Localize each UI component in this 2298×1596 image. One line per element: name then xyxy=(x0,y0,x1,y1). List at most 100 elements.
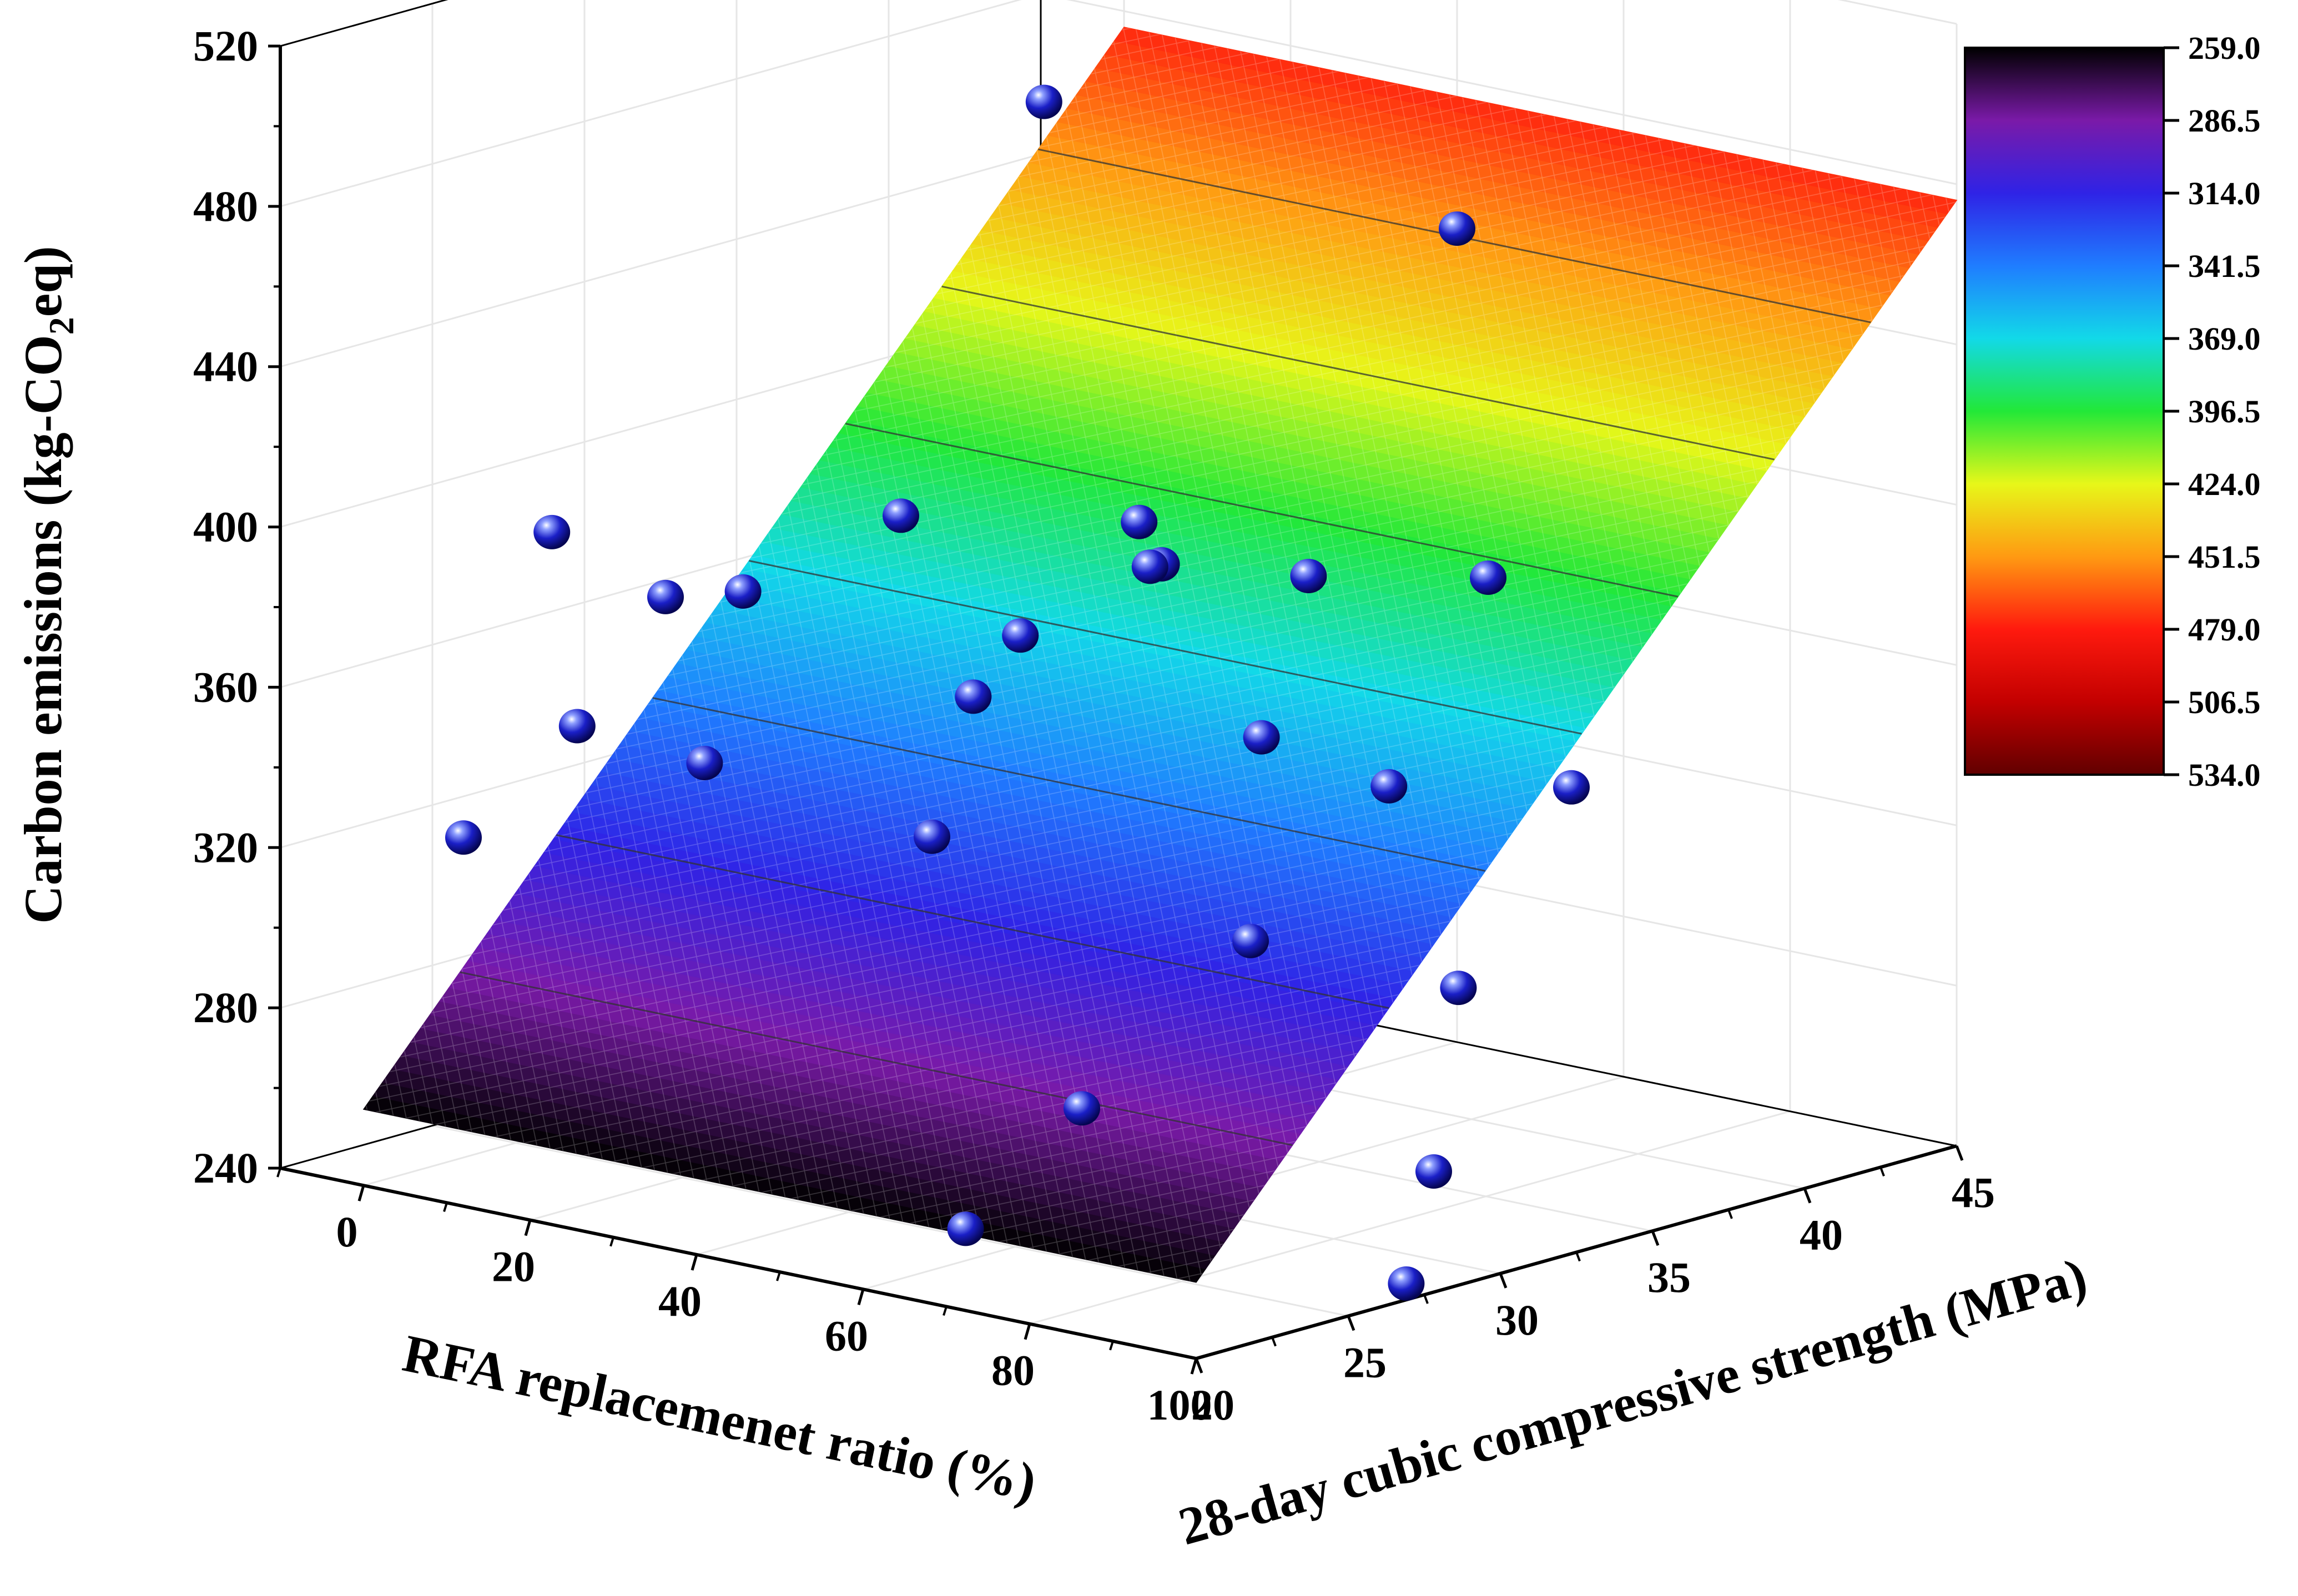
x-minor-tick xyxy=(276,1168,281,1178)
x-axis-line xyxy=(280,1166,1197,1360)
y-tick xyxy=(1347,1315,1355,1331)
data-point xyxy=(1002,618,1039,653)
data-point xyxy=(647,579,684,614)
gridline-z xyxy=(280,0,1957,208)
data-point xyxy=(1232,923,1269,958)
data-point xyxy=(947,1211,984,1246)
x-tick-label: 0 xyxy=(336,1208,358,1256)
contour-line xyxy=(941,285,1775,461)
data-point xyxy=(1025,84,1062,119)
x-minor-tick xyxy=(943,1306,948,1316)
colorbar-tick-label: 424.0 xyxy=(2188,466,2261,502)
colorbar-scale xyxy=(1964,47,2165,776)
colorbar-tick-label: 314.0 xyxy=(2188,175,2261,211)
data-point xyxy=(1370,769,1408,804)
colorbar-tick-label: 369.0 xyxy=(2188,321,2261,357)
data-point xyxy=(1131,549,1168,584)
data-point xyxy=(1439,211,1475,246)
y-tick xyxy=(1651,1230,1660,1246)
data-point xyxy=(445,820,482,855)
z-tick-label: 320 xyxy=(193,823,258,871)
y-tick xyxy=(1195,1358,1203,1373)
data-point xyxy=(533,514,571,549)
z-tick-label: 400 xyxy=(193,503,258,551)
data-point xyxy=(558,709,596,744)
contour-line xyxy=(749,560,1582,735)
data-point xyxy=(1064,1091,1100,1126)
data-point xyxy=(686,745,723,780)
colorbar-tick-label: 286.5 xyxy=(2188,103,2261,139)
data-point xyxy=(1440,971,1477,1006)
data-point xyxy=(1388,1266,1425,1301)
colorbar-ticks: 259.0 286.5 314.0 341.5 369.0 396.5 424.0 451.5… xyxy=(2164,30,2261,793)
y-minor-tick xyxy=(1575,1251,1581,1262)
colorbar-tick-label: 534.0 xyxy=(2188,757,2261,793)
x-minor-tick xyxy=(776,1271,781,1281)
data-point xyxy=(1290,558,1327,593)
x-tick xyxy=(1190,1358,1198,1375)
y-tick xyxy=(1803,1188,1812,1204)
y-tick-label: 20 xyxy=(1191,1381,1234,1429)
x-minor-tick xyxy=(1109,1341,1114,1351)
y-tick-label: 40 xyxy=(1800,1211,1843,1259)
z-axis-title: Carbon emissions (kg-CO2eq) xyxy=(13,246,81,923)
y-tick-label: 35 xyxy=(1647,1253,1691,1301)
data-point xyxy=(1121,504,1158,539)
x-tick xyxy=(691,1254,698,1271)
x-minor-tick xyxy=(609,1237,614,1247)
x-axis-title: RFA replacemenet ratio (%) xyxy=(398,1323,1041,1512)
y-tick-label: 30 xyxy=(1495,1296,1539,1344)
z-tick-label: 480 xyxy=(193,182,258,230)
fitted-surface xyxy=(362,27,1958,1283)
data-point xyxy=(1553,770,1590,805)
surface-mesh xyxy=(364,27,1957,1282)
y-minor-tick xyxy=(1727,1209,1733,1219)
x-tick-label: 100 xyxy=(1147,1381,1212,1429)
x-tick xyxy=(357,1185,365,1201)
colorbar-tick-label: 451.5 xyxy=(2188,539,2261,575)
contour-lines xyxy=(460,148,1871,1147)
data-point xyxy=(724,574,762,609)
x-tick xyxy=(857,1289,865,1305)
x-tick xyxy=(1024,1323,1031,1340)
z-axis-title-main: Carbon emissions (kg-CO xyxy=(13,335,73,923)
data-point xyxy=(1470,560,1506,595)
z-tick-label: 520 xyxy=(193,22,258,70)
tick-labels: 2402803203604004404805200204060801002025… xyxy=(193,22,1995,1429)
data-point xyxy=(955,679,992,714)
data-point xyxy=(1243,720,1280,755)
colorbar-tick-label: 396.5 xyxy=(2188,393,2261,430)
colorbar-tick-label: 259.0 xyxy=(2188,30,2261,66)
colorbar-tick-label: 479.0 xyxy=(2188,612,2261,648)
data-point xyxy=(883,498,919,533)
contour-line xyxy=(845,422,1679,598)
y-tick xyxy=(1955,1145,1964,1161)
colorbar-tick-label: 506.5 xyxy=(2188,684,2261,720)
colorbar: 259.0 286.5 314.0 341.5 369.0 396.5 424.0 451.5… xyxy=(1964,30,2261,793)
z-tick-label: 240 xyxy=(193,1144,258,1192)
data-point xyxy=(1415,1154,1452,1189)
x-tick-label: 20 xyxy=(492,1243,535,1291)
x-tick-label: 80 xyxy=(991,1346,1035,1395)
contour-line xyxy=(652,697,1486,872)
z-axis-title-subscript: 2 xyxy=(42,317,81,335)
z-tick-label: 360 xyxy=(193,663,258,711)
contour-line xyxy=(460,971,1293,1147)
top-back-line xyxy=(280,0,448,47)
data-points xyxy=(445,84,1590,1301)
y-tick-label: 45 xyxy=(1952,1168,1995,1216)
z-axis-title-end: eq) xyxy=(13,246,73,317)
z-tick-label: 280 xyxy=(193,983,258,1032)
x-tick-label: 40 xyxy=(658,1277,702,1325)
y-tick xyxy=(1499,1272,1508,1289)
z-tick-label: 440 xyxy=(193,342,258,391)
x-tick xyxy=(524,1219,532,1236)
contour-line xyxy=(556,834,1389,1009)
y-minor-tick xyxy=(1879,1166,1885,1177)
x-tick-label: 60 xyxy=(825,1311,868,1360)
colorbar-tick-label: 341.5 xyxy=(2188,248,2261,284)
y-axis-title: 28-day cubic compressive strength (MPa) xyxy=(1172,1246,2093,1557)
x-minor-tick xyxy=(443,1202,448,1212)
y-tick-label: 25 xyxy=(1343,1338,1387,1386)
